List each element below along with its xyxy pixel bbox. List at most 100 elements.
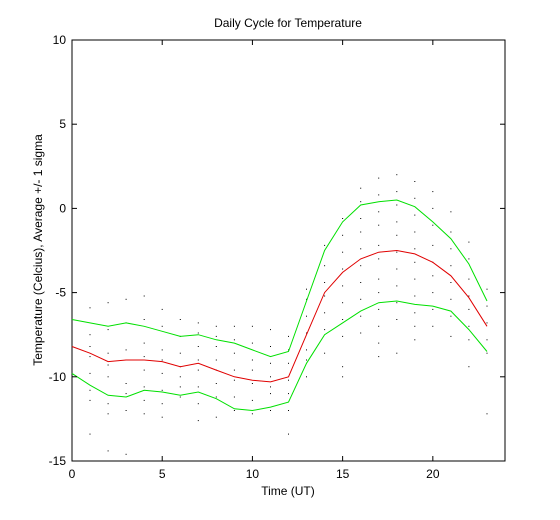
scatter-point [270, 376, 271, 378]
scatter-point [71, 308, 73, 310]
scatter-point [89, 356, 91, 358]
scatter-point [324, 282, 326, 283]
scatter-point [197, 403, 199, 405]
scatter-point [378, 342, 380, 344]
scatter-point [396, 268, 398, 270]
scatter-point [342, 366, 344, 368]
scatter-point [468, 325, 470, 327]
scatter-point [450, 248, 452, 250]
scatter-point [161, 389, 163, 391]
scatter-point [324, 329, 326, 331]
scatter-point [342, 376, 344, 378]
scatter-point [342, 268, 344, 270]
scatter-point [288, 349, 289, 351]
scatter-point [251, 359, 253, 361]
scatter-point [107, 450, 109, 452]
x-tick-label: 10 [246, 467, 260, 481]
scatter-point [215, 325, 217, 327]
scatter-point [306, 288, 307, 290]
scatter-point [450, 211, 452, 213]
scatter-point [324, 265, 326, 267]
scatter-point [342, 319, 344, 320]
scatter-point [143, 356, 145, 358]
scatter-point [468, 295, 470, 297]
sigma-line [71, 199, 488, 358]
scatter-point [306, 332, 307, 334]
scatter-point [143, 413, 145, 415]
scatter-point [215, 396, 217, 398]
scatter-point [360, 315, 362, 317]
scatter-point [414, 261, 416, 263]
scatter-point [161, 403, 163, 405]
scatter-point [468, 308, 470, 310]
scatter-point [89, 389, 91, 391]
scatter-point [71, 339, 73, 341]
scatter-point [89, 346, 91, 347]
scatter-point [360, 187, 362, 189]
scatter-point [450, 315, 452, 317]
scatter-point [432, 224, 434, 226]
scatter-point [468, 241, 470, 243]
scatter-point [107, 413, 109, 415]
scatter-point [125, 383, 127, 384]
scatter-point [233, 379, 235, 381]
scatter-point [378, 258, 380, 260]
scatter-point [161, 308, 163, 310]
scatter-point [251, 399, 253, 401]
scatter-point [197, 359, 199, 361]
scatter-point [251, 342, 253, 344]
scatter-point [215, 383, 217, 384]
x-axis-label: Time (UT) [261, 484, 315, 498]
scatter-point [125, 410, 127, 411]
scatter-point [179, 376, 181, 378]
scatter-point [306, 298, 307, 300]
scatter-point [161, 359, 163, 361]
scatter-point [197, 386, 199, 388]
scatter-point [414, 197, 416, 199]
scatter-point [396, 174, 398, 176]
scatter-point [215, 335, 217, 337]
scatter-point [360, 282, 362, 283]
scatter-point [432, 275, 434, 277]
scatter-point [486, 413, 488, 415]
scatter-point [342, 218, 344, 219]
scatter-point [197, 369, 199, 371]
y-tick-label: 0 [59, 201, 66, 215]
scatter-point [414, 214, 416, 216]
scatter-point [486, 339, 488, 341]
scatter-point [270, 346, 271, 347]
scatter-point [432, 308, 434, 310]
scatter-point [450, 282, 452, 283]
scatter-point [414, 295, 416, 297]
scatter-point [288, 410, 289, 411]
scatter-point [125, 393, 127, 395]
y-tick-label: -15 [49, 454, 67, 468]
scatter-point [89, 307, 91, 309]
scatter-point [360, 218, 362, 219]
scatter-point [107, 302, 109, 304]
scatter-point [197, 332, 199, 334]
scatter-point [396, 221, 398, 223]
scatter-point [143, 295, 145, 297]
scatter-point [161, 349, 163, 351]
average-line [71, 249, 488, 383]
scatter-point [251, 383, 253, 384]
scatter-point [89, 372, 91, 374]
scatter-point [414, 278, 416, 280]
scatter-point [468, 366, 470, 368]
scatter-point [396, 191, 398, 193]
scatter-point [89, 399, 91, 401]
scatter-point [360, 248, 362, 250]
scatter-point [324, 244, 326, 246]
scatter-point [486, 288, 488, 290]
scatter-point [306, 315, 307, 317]
scatter-point [251, 413, 253, 415]
scatter-point [432, 244, 434, 246]
chart-title: Daily Cycle for Temperature [214, 16, 362, 30]
scatter-point [450, 231, 452, 233]
scatter-point [486, 305, 488, 307]
series-layer [71, 199, 488, 412]
scatter-point [378, 194, 380, 196]
scatter-point [71, 386, 73, 388]
scatter-point [215, 359, 217, 361]
